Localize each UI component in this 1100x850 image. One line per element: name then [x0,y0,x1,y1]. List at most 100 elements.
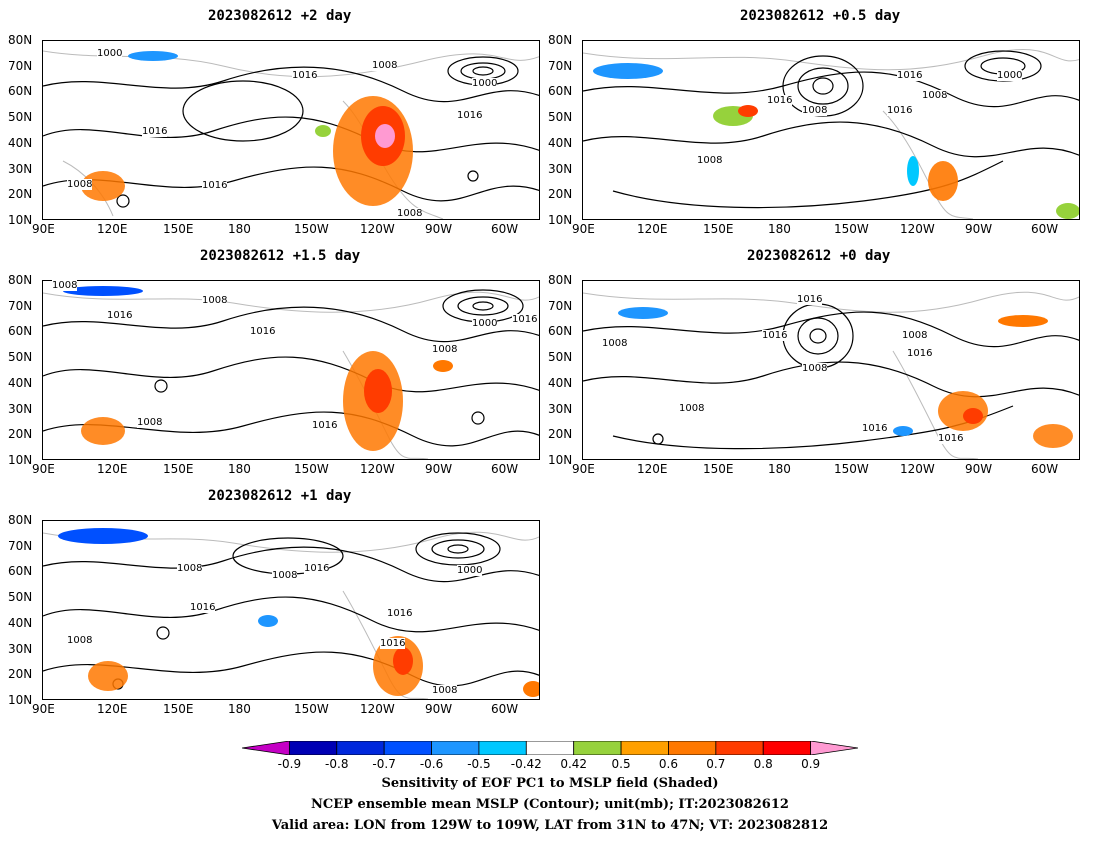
contour-label: 1008 [902,330,928,341]
lat-label: 70N [548,298,573,313]
lat-label: 70N [8,538,33,553]
lon-label: 180 [228,702,251,716]
contour-label: 1008 [922,90,948,101]
colorbar-segment [573,741,622,755]
colorbar-segment [431,741,480,755]
lat-label: 80N [8,273,33,287]
lon-label: 150E [703,222,734,236]
contour-label: 1008 [802,105,828,116]
contour-label: 1016 [202,180,228,191]
lat-label: 20N [548,187,573,202]
mslp-contours [43,532,539,690]
contour-label: 1016 [457,110,483,121]
lon-label: 60W [491,222,519,236]
lon-label: 90W [965,462,993,476]
lat-label: 40N [8,375,33,390]
lat-label: 50N [548,350,573,365]
contour-label: 1008 [137,417,163,428]
colorbar-segment [762,741,812,755]
contour-label: 1008 [272,570,298,581]
contour-label: 1000 [472,318,498,329]
lon-label: 120E [637,222,668,236]
colorbar-segment [715,741,764,755]
lon-label: 90W [425,462,453,476]
colorbar-tick-label: -0.42 [510,757,542,771]
lon-label: 90W [965,222,993,236]
lat-label: 40N [548,375,573,390]
sensitivity-shading [81,51,413,206]
mslp-contours [43,289,539,447]
lat-label: 10N [8,212,33,227]
map-panel-plus0 [582,280,1080,460]
lon-label: 150E [163,462,194,476]
colorbar-tick-label: -0.5 [467,757,491,771]
lon-label: 150E [703,462,734,476]
lon-label: 180 [228,462,251,476]
lat-label: 20N [548,427,573,442]
contour-label: 1008 [602,338,628,349]
panel-title-plus1: 2023082612 +1 day [208,488,352,504]
sensitivity-shading [63,286,453,451]
colorbar-segment [668,741,717,755]
lon-label: 120W [900,222,935,236]
colorbar-tick-label: -0.8 [325,757,349,771]
colorbar-tick-label: 0.42 [560,757,588,771]
lon-label: 60W [1031,222,1059,236]
mslp-contours [43,56,539,208]
lon-label: 150E [163,222,194,236]
lon-label: 120E [97,462,128,476]
colorbar-segment [478,741,527,755]
lat-label: 60N [548,84,573,99]
panel-title-plus0: 2023082612 +0 day [747,248,891,264]
lat-label: 40N [548,135,573,150]
contour-label: 1016 [292,70,318,81]
panel-title-plus1.5: 2023082612 +1.5 day [200,248,361,264]
contour-label: 1016 [862,423,888,434]
lat-label: 30N [548,161,573,176]
lat-label: 50N [8,110,33,125]
colorbar-segment [620,741,669,755]
lat-label: 40N [8,615,33,630]
lat-label: 80N [548,273,573,287]
contour-label: 1016 [312,420,338,431]
contour-label: 1016 [190,602,216,613]
lon-label: 90E [572,462,595,476]
lat-label: 20N [8,427,33,442]
lon-label: 90W [425,222,453,236]
lat-label: 80N [8,33,33,47]
lon-label: 90W [425,702,453,716]
contour-label: 1016 [387,608,413,619]
contour-label: 1016 [304,563,330,574]
lat-label: 10N [548,452,573,467]
lat-label: 60N [8,564,33,579]
lat-label: 20N [8,667,33,682]
lat-label: 60N [8,84,33,99]
colorbar-segment [242,741,290,755]
map-contours [43,286,539,459]
lon-label: 150E [163,702,194,716]
lon-label: 60W [1031,462,1059,476]
lon-label: 90E [32,462,55,476]
colorbar [242,741,858,755]
lat-label: 30N [8,641,33,656]
contour-label: 1016 [938,433,964,444]
lat-label: 10N [8,452,33,467]
map-panel-plus2 [42,40,540,220]
lat-label: 20N [8,187,33,202]
map-contours [43,528,539,699]
lat-label: 50N [8,590,33,605]
contour-label: 1016 [512,314,538,325]
contour-label: 1016 [897,70,923,81]
lon-label: 120W [360,702,395,716]
lon-label: 120W [360,222,395,236]
lat-label: 80N [8,513,33,527]
colorbar-segment [288,741,338,755]
map-contours [583,291,1079,459]
contour-label: 1016 [762,330,788,341]
contour-label: 1016 [380,638,406,649]
colorbar-tick-label: 0.9 [801,757,821,771]
lon-label: 120E [97,222,128,236]
colorbar-tick-label: 0.5 [611,757,631,771]
contour-label: 1008 [432,685,458,696]
contour-label: 1008 [372,60,398,71]
